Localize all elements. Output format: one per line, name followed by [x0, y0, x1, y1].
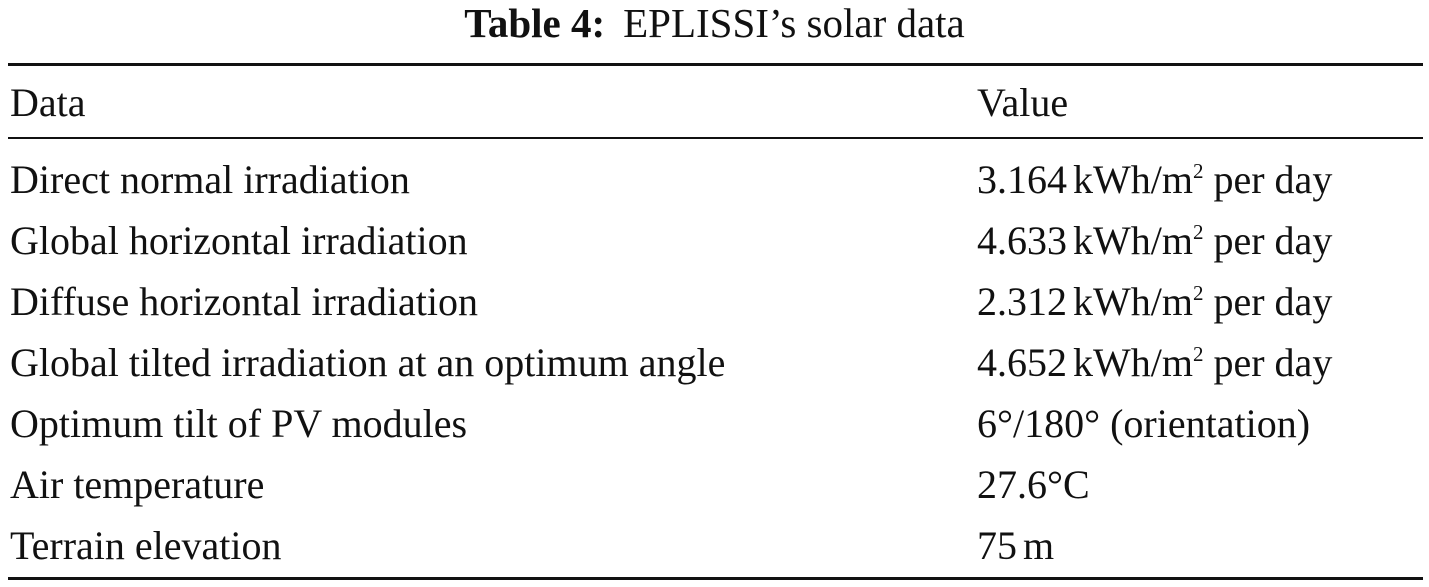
row-value-optimum-tilt: 6°/180° (orientation): [977, 401, 1311, 446]
row-label-air-temperature: Air temperature: [10, 462, 265, 507]
row-label-diffuse-horizontal-irradiation: Diffuse horizontal irradiation: [10, 279, 479, 324]
row-label-global-horizontal-irradiation: Global horizontal irradiation: [10, 218, 468, 263]
table-caption: Table 4: EPLISSI’s solar data: [0, 0, 1429, 52]
row-value-direct-normal-irradiation: 3.164 kWh/m2 per day: [977, 157, 1332, 203]
table-top-rule: [8, 63, 1423, 66]
unit-superscript: 2: [1192, 281, 1204, 305]
value-number: 75: [977, 523, 1017, 568]
value-unit: kWh/m: [1073, 279, 1193, 324]
row-value-global-tilted-irradiation: 4.652 kWh/m2 per day: [977, 340, 1332, 386]
value-number: 3.164: [977, 157, 1067, 202]
table-header-rule: [8, 137, 1423, 139]
row-label-global-tilted-irradiation: Global tilted irradiation at an optimum …: [10, 340, 726, 385]
value-unit: kWh/m: [1073, 157, 1193, 202]
row-label-terrain-elevation: Terrain elevation: [10, 523, 282, 568]
row-label-optimum-tilt: Optimum tilt of PV modules: [10, 401, 468, 446]
row-value-terrain-elevation: 75 m: [977, 523, 1054, 569]
unit-superscript: 2: [1192, 342, 1204, 366]
table-caption-text: EPLISSI’s solar data: [623, 0, 965, 46]
table-bottom-rule: [8, 577, 1423, 580]
value-suffix: per day: [1213, 218, 1333, 263]
value-number: 4.652: [977, 340, 1067, 385]
value-suffix: per day: [1213, 279, 1333, 324]
row-value-diffuse-horizontal-irradiation: 2.312 kWh/m2 per day: [977, 279, 1332, 325]
value-number: 4.633: [977, 218, 1067, 263]
value-suffix: per day: [1213, 340, 1333, 385]
unit-superscript: 2: [1192, 159, 1204, 183]
value-number: 2.312: [977, 279, 1067, 324]
value-unit: kWh/m: [1073, 218, 1193, 263]
column-header-value: Value: [977, 80, 1069, 125]
row-value-air-temperature: 27.6°C: [977, 462, 1090, 507]
row-value-global-horizontal-irradiation: 4.633 kWh/m2 per day: [977, 218, 1332, 264]
table-caption-label: Table 4:: [464, 0, 606, 46]
row-label-direct-normal-irradiation: Direct normal irradiation: [10, 157, 410, 202]
value-suffix: per day: [1213, 157, 1333, 202]
value-unit: kWh/m: [1073, 340, 1193, 385]
unit-superscript: 2: [1192, 220, 1204, 244]
column-header-data: Data: [10, 80, 86, 125]
value-unit: m: [1023, 523, 1055, 568]
